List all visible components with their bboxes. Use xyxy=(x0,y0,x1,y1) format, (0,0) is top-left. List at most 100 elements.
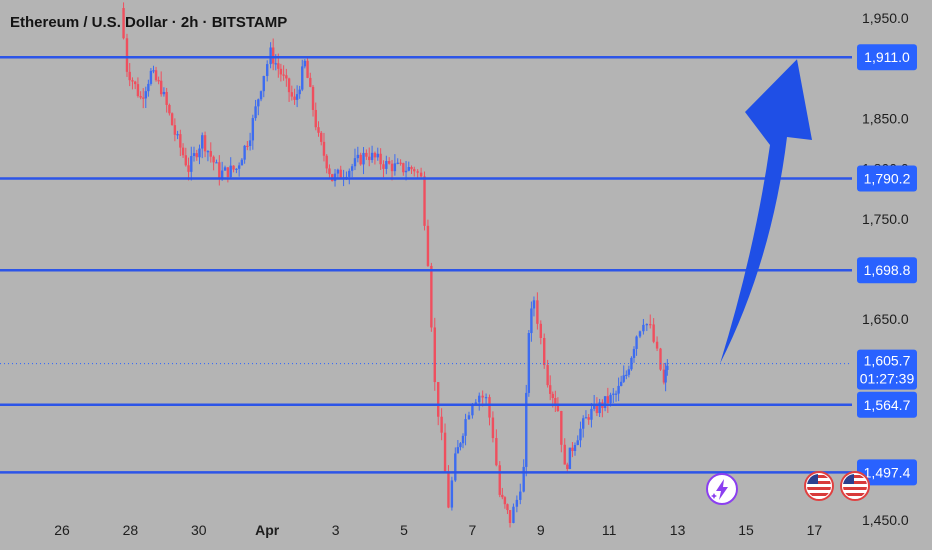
candle-body xyxy=(595,403,599,414)
candle-body xyxy=(551,393,554,399)
candle-body xyxy=(622,375,625,382)
candle-body xyxy=(311,86,315,110)
candle-body xyxy=(220,170,224,179)
candle-body xyxy=(325,155,328,169)
candle-body xyxy=(181,147,185,156)
candle-body xyxy=(484,397,488,399)
price-level-badge-label: 1,698.8 xyxy=(864,262,911,278)
candle-body xyxy=(635,336,638,349)
candle-body xyxy=(437,382,440,417)
candle-body xyxy=(317,127,320,133)
candle-body xyxy=(149,70,153,84)
candle-body xyxy=(579,428,582,441)
us-flag-icon[interactable] xyxy=(804,471,834,501)
candle-body xyxy=(184,155,188,166)
candle-body xyxy=(393,163,397,172)
candle-body xyxy=(627,369,631,375)
x-tick-label: 28 xyxy=(123,522,139,538)
x-tick-label: 9 xyxy=(537,522,545,538)
candle-body xyxy=(478,395,481,403)
candle-body xyxy=(546,365,549,386)
candle-body xyxy=(519,491,522,500)
candle-body xyxy=(556,405,560,411)
candle-body xyxy=(168,104,171,114)
candle-body xyxy=(407,167,410,171)
candle-body xyxy=(248,140,252,147)
candle-body xyxy=(295,94,299,100)
candle-body xyxy=(365,152,368,157)
candle-body xyxy=(190,156,193,172)
candle-body xyxy=(527,333,531,393)
candle-body xyxy=(471,404,474,416)
y-tick-label: 1,450.0 xyxy=(862,512,909,528)
candle-body xyxy=(218,162,221,179)
us-flag-icon[interactable] xyxy=(840,471,870,501)
x-tick-label: 3 xyxy=(332,522,340,538)
candle-body xyxy=(314,109,317,128)
price-level-badge xyxy=(857,391,917,418)
candle-body xyxy=(443,432,447,472)
candle-body xyxy=(187,165,190,172)
price-level-badge xyxy=(857,459,917,486)
candle-body xyxy=(568,447,572,469)
candle-body xyxy=(379,153,382,165)
candle-body xyxy=(139,96,142,98)
candle-body xyxy=(495,438,498,466)
candle-body xyxy=(582,418,585,429)
candle-body xyxy=(382,164,385,169)
candle-body xyxy=(254,106,257,119)
candle-body xyxy=(560,410,563,445)
candle-body xyxy=(619,381,623,386)
candle-body xyxy=(251,118,255,141)
x-tick-label: 7 xyxy=(469,522,477,538)
candle-body xyxy=(536,300,539,324)
candle-body xyxy=(399,162,402,164)
candle-body xyxy=(659,348,662,370)
candle-body xyxy=(203,135,207,152)
x-tick-label: 15 xyxy=(738,522,754,538)
candle-body xyxy=(662,369,666,383)
y-tick-label: 1,950.0 xyxy=(862,10,909,26)
candle-body xyxy=(279,68,283,75)
candle-body xyxy=(269,47,272,65)
countdown-label: 01:27:39 xyxy=(860,371,915,387)
candle-body xyxy=(122,8,125,39)
candle-body xyxy=(157,80,160,82)
price-level-badge-label: 1,497.4 xyxy=(864,464,911,480)
candle-body xyxy=(282,74,285,76)
candle-body xyxy=(525,392,528,467)
candle-body xyxy=(609,394,612,404)
candle-body xyxy=(603,396,607,409)
candle-body xyxy=(226,167,230,178)
candle-body xyxy=(464,419,467,436)
candle-body xyxy=(133,81,137,85)
candle-body xyxy=(433,327,436,383)
candle-body xyxy=(440,416,443,433)
candle-body xyxy=(246,145,249,148)
candle-body xyxy=(598,402,601,414)
candle-body xyxy=(277,63,280,69)
candle-body xyxy=(368,156,371,161)
candle-body xyxy=(554,398,557,406)
candle-body xyxy=(590,408,593,420)
candle-body xyxy=(373,152,377,158)
candle-body xyxy=(223,167,227,171)
candle-body xyxy=(404,170,408,173)
candle-body xyxy=(165,91,168,105)
candle-body xyxy=(584,417,588,419)
candle-body xyxy=(522,466,525,492)
lightning-icon[interactable] xyxy=(705,472,739,506)
candle-body xyxy=(348,170,351,177)
price-level-badge xyxy=(857,44,917,71)
candle-body xyxy=(144,91,147,99)
candle-body xyxy=(461,435,465,444)
candle-body xyxy=(606,396,610,404)
candle-body xyxy=(512,506,515,523)
current-price-badge xyxy=(857,349,917,390)
candle-body xyxy=(592,403,596,409)
candle-body xyxy=(491,417,495,439)
candle-body xyxy=(642,324,645,332)
x-tick-label: 5 xyxy=(400,522,408,538)
